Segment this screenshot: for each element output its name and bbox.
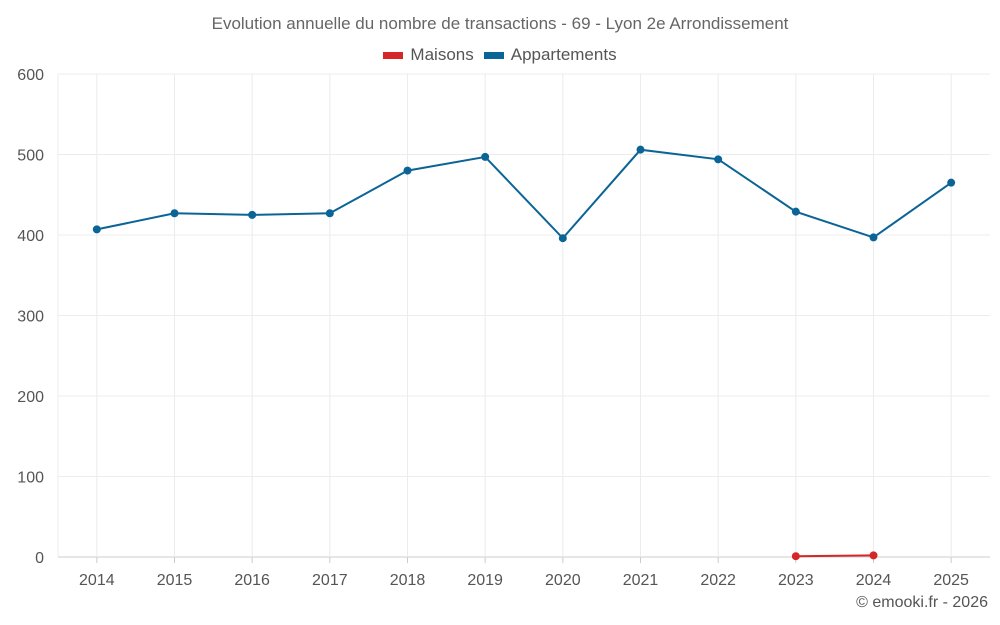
chart-title: Evolution annuelle du nombre de transact…	[211, 14, 789, 33]
data-point-appartements	[248, 210, 257, 219]
x-tick-label: 2022	[700, 572, 736, 589]
x-tick-label: 2024	[856, 572, 892, 589]
legend: Maisons Appartements	[0, 45, 1000, 65]
data-point-appartements	[714, 155, 723, 164]
data-point-appartements	[170, 209, 179, 218]
data-point-appartements	[636, 145, 645, 154]
data-point-appartements	[791, 207, 800, 216]
y-tick-label: 100	[17, 470, 44, 487]
data-point-appartements	[403, 166, 412, 175]
legend-item-maisons[interactable]: Maisons	[383, 45, 474, 65]
x-tick-label: 2020	[545, 572, 581, 589]
series-line-maisons	[795, 554, 874, 558]
data-point-maisons	[791, 552, 800, 561]
legend-label-maisons: Maisons	[410, 45, 474, 64]
y-tick-label: 0	[35, 550, 44, 567]
y-tick-label: 600	[17, 67, 44, 84]
y-tick-label: 400	[17, 228, 44, 245]
x-tick-label: 2018	[390, 572, 426, 589]
y-tick-label: 300	[17, 309, 44, 326]
legend-label-appartements: Appartements	[510, 45, 617, 64]
credit-text: © emooki.fr - 2026	[856, 594, 988, 611]
legend-item-appartements[interactable]: Appartements	[483, 45, 617, 65]
y-tick-label: 200	[17, 389, 44, 406]
x-tick-label: 2014	[79, 572, 115, 589]
x-tick-label: 2015	[157, 572, 193, 589]
series-line-appartements	[96, 148, 952, 240]
x-tick-label: 2016	[234, 572, 270, 589]
data-point-appartements	[869, 233, 878, 242]
x-tick-label: 2017	[312, 572, 348, 589]
legend-swatch-maisons	[383, 51, 404, 59]
x-tick-label: 2019	[467, 572, 503, 589]
x-tick-label: 2025	[933, 572, 969, 589]
data-point-appartements	[947, 178, 956, 187]
data-point-appartements	[92, 225, 101, 234]
x-tick-label: 2023	[778, 572, 814, 589]
y-tick-label: 500	[17, 148, 44, 165]
data-point-appartements	[558, 234, 567, 243]
data-point-maisons	[869, 551, 878, 560]
data-point-appartements	[481, 152, 490, 161]
legend-swatch-appartements	[483, 51, 504, 59]
x-tick-label: 2021	[623, 572, 659, 589]
data-point-appartements	[325, 209, 334, 218]
